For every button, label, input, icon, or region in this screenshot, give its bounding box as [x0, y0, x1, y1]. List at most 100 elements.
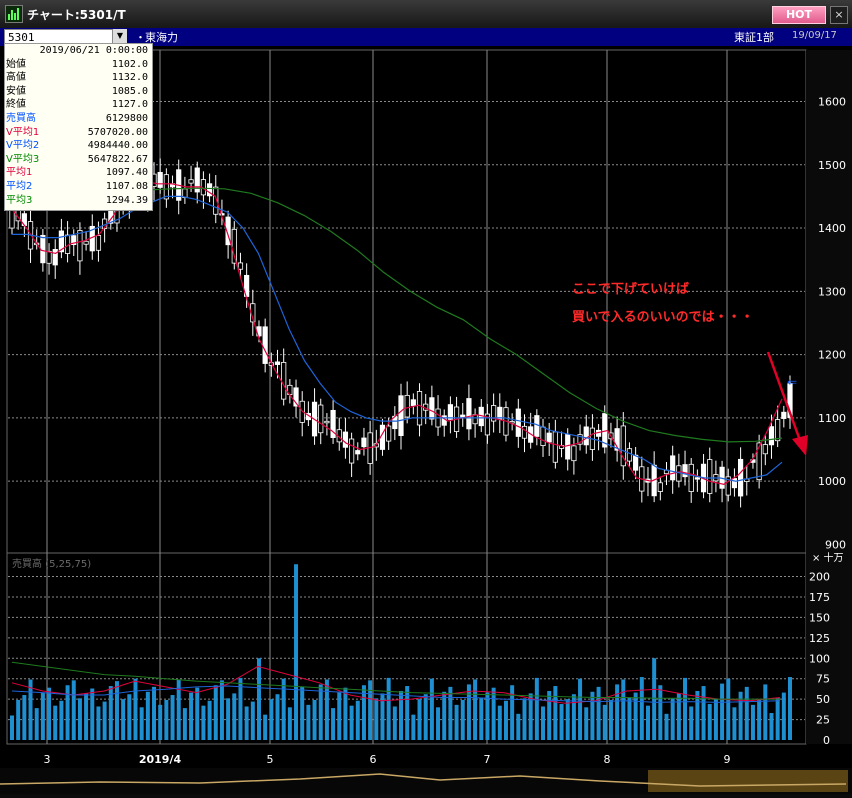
- volume-bar: [683, 677, 688, 740]
- volume-bar: [479, 697, 484, 740]
- candle-body: [194, 167, 200, 193]
- volume-bar: [689, 706, 694, 740]
- volume-bar: [411, 714, 416, 740]
- data-panel-row: 平均1 1097.40: [5, 166, 152, 180]
- candle-body: [614, 428, 620, 451]
- volume-bar: [596, 686, 601, 740]
- data-panel-label: 終値: [6, 99, 26, 111]
- volume-bar: [53, 705, 58, 740]
- candle-body: [324, 420, 330, 424]
- volume-bar: [269, 699, 274, 740]
- chevron-down-icon[interactable]: ▼: [112, 29, 127, 43]
- volume-bar: [40, 692, 45, 740]
- bullet-mark: ・: [135, 31, 146, 44]
- candle-body: [330, 409, 336, 438]
- candle-body: [491, 405, 497, 422]
- volume-bar: [615, 684, 620, 740]
- volume-bar: [639, 677, 644, 740]
- volume-bar: [65, 685, 70, 740]
- volume-bar: [337, 692, 342, 740]
- price-tick-label: 1200: [818, 349, 846, 362]
- volume-bar: [250, 701, 255, 740]
- stock-code-input[interactable]: 5301: [4, 29, 125, 44]
- candle-body: [71, 235, 77, 246]
- x-tick-label: 9: [724, 753, 731, 766]
- hot-button[interactable]: HOT: [772, 6, 826, 24]
- volume-bar: [769, 713, 774, 740]
- volume-bar: [534, 677, 539, 740]
- candle-body: [355, 450, 361, 455]
- volume-bar: [584, 707, 589, 740]
- candle-body: [157, 171, 163, 188]
- volume-bar: [701, 686, 706, 740]
- candle-body: [46, 250, 52, 264]
- volume-bar: [633, 692, 638, 740]
- candle-body: [95, 235, 102, 251]
- data-panel-value: 1294.39: [105, 194, 148, 206]
- data-panel-label: V平均2: [6, 140, 40, 152]
- volume-bar: [294, 564, 299, 740]
- volume-bar: [306, 704, 311, 740]
- data-panel-row: 終値 1127.0: [5, 98, 152, 112]
- volume-bar: [578, 678, 583, 740]
- candle-body: [565, 434, 571, 460]
- candle-body: [398, 395, 404, 437]
- candle-body: [386, 425, 392, 442]
- volume-tick-label: 200: [809, 571, 830, 584]
- stock-info-bar: 5301 ▼ ・ 東海力 東証1部 19/09/17: [0, 28, 852, 46]
- candle-body: [262, 326, 268, 364]
- data-panel-row: 高値 1132.0: [5, 71, 152, 85]
- title-bar[interactable]: チャート:5301/T HOT ×: [0, 0, 852, 29]
- volume-tick-label: 75: [816, 673, 830, 686]
- candle-body: [688, 463, 694, 492]
- data-panel-label: 高値: [6, 72, 26, 84]
- volume-bar: [386, 677, 391, 740]
- overview-selection-thumb[interactable]: [648, 770, 848, 792]
- data-panel-datetime: 2019/06/21 0:00:00: [39, 45, 148, 56]
- candle-body: [534, 415, 540, 437]
- volume-bar: [349, 705, 354, 740]
- volume-bar: [522, 698, 527, 740]
- candle-body: [466, 398, 472, 430]
- close-button[interactable]: ×: [830, 6, 848, 24]
- volume-bar: [571, 694, 576, 740]
- chart-app-icon: [5, 5, 23, 23]
- volume-bar: [652, 658, 657, 740]
- volume-bar: [738, 691, 743, 740]
- candle-body: [571, 445, 577, 462]
- volume-bar: [47, 687, 52, 740]
- volume-bar: [108, 686, 113, 740]
- volume-bar: [645, 705, 650, 740]
- candle-body: [318, 404, 324, 434]
- data-panel-value: 1107.08: [105, 180, 148, 192]
- x-tick-label: 8: [604, 753, 611, 766]
- volume-bar: [720, 683, 725, 740]
- volume-bar: [121, 699, 126, 740]
- data-panel-value: 1132.0: [111, 72, 148, 84]
- candle-body: [281, 362, 287, 400]
- volume-bar: [219, 680, 224, 740]
- candle-body: [738, 458, 744, 497]
- price-tick-label: 1100: [818, 412, 846, 425]
- candle-body: [83, 240, 89, 245]
- data-panel-row: 平均3 1294.39: [5, 194, 152, 208]
- volume-bar: [454, 704, 459, 740]
- volume-bar: [547, 690, 552, 740]
- price-tick-label: 1400: [818, 222, 846, 235]
- data-panel-value: 5707020.00: [87, 126, 148, 138]
- candle-body: [342, 431, 349, 448]
- volume-average-line: [11, 661, 780, 700]
- volume-bar: [96, 706, 101, 740]
- data-panel-label: V平均1: [6, 126, 40, 138]
- data-panel-value: 6129800: [105, 112, 148, 124]
- volume-bar: [355, 700, 360, 740]
- volume-label: 売買高 (5,25,75): [12, 557, 91, 570]
- candle-body: [762, 444, 768, 455]
- volume-bar: [744, 686, 749, 740]
- volume-bar: [417, 699, 422, 740]
- volume-bar: [59, 700, 64, 740]
- volume-bar: [238, 677, 243, 740]
- candle-body: [725, 476, 731, 496]
- volume-bar: [460, 699, 465, 740]
